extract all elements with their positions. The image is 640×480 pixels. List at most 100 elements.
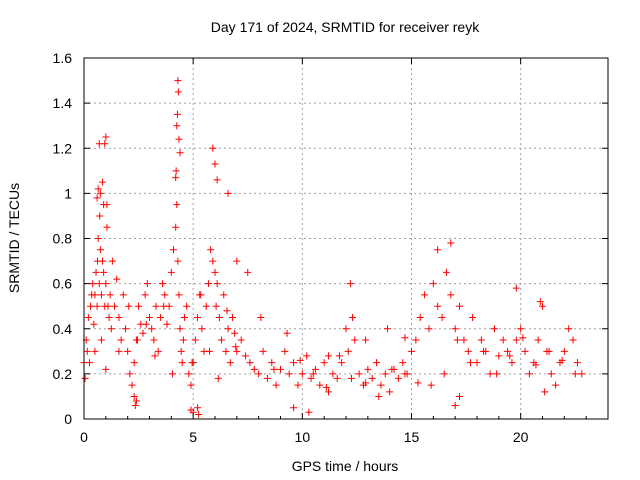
data-point [298, 370, 306, 378]
data-point [92, 268, 100, 276]
y-tick-label: 0.2 [53, 366, 73, 382]
data-point [130, 392, 138, 400]
y-axis-label: SRMTID / TECUs [6, 183, 22, 293]
data-point [117, 336, 125, 344]
data-point [233, 347, 241, 355]
data-point [257, 313, 265, 321]
data-point [100, 268, 108, 276]
data-point [504, 347, 512, 355]
data-point [349, 313, 357, 321]
data-point [209, 257, 217, 265]
data-point [187, 381, 195, 389]
data-point [91, 347, 99, 355]
data-point [401, 334, 409, 342]
data-point [146, 313, 153, 321]
data-point [560, 347, 568, 355]
data-point [477, 336, 485, 344]
data-point [90, 320, 98, 328]
data-point [113, 275, 121, 283]
data-points [80, 77, 586, 418]
x-tick-label: 0 [80, 429, 88, 445]
data-point [84, 313, 92, 321]
data-point [473, 359, 481, 367]
data-point [85, 359, 93, 367]
data-point [103, 201, 111, 209]
data-point [174, 88, 182, 96]
data-point [259, 347, 267, 355]
data-point [159, 280, 167, 288]
data-point [195, 410, 203, 418]
data-point [206, 347, 214, 355]
data-point [197, 291, 205, 299]
data-point [237, 336, 245, 344]
data-point [244, 268, 252, 276]
data-point [226, 359, 234, 367]
data-point [102, 365, 110, 373]
data-point [133, 336, 141, 344]
data-point [290, 359, 298, 367]
x-axis-label: GPS time / hours [292, 458, 399, 474]
data-point [552, 381, 560, 389]
axis-ticks [83, 57, 608, 420]
data-point [207, 246, 215, 254]
x-tick-label: 15 [404, 429, 420, 445]
data-point [309, 370, 317, 378]
data-point [414, 379, 422, 387]
data-point [355, 370, 363, 378]
data-point [148, 325, 156, 333]
data-point [156, 313, 164, 321]
data-point [215, 313, 223, 321]
data-point [99, 178, 107, 186]
data-point [569, 336, 577, 344]
data-point [517, 325, 525, 333]
data-point [191, 336, 199, 344]
data-point [96, 212, 104, 220]
x-tick-label: 10 [295, 429, 311, 445]
data-point [272, 381, 280, 389]
data-point [495, 352, 503, 360]
data-point [388, 365, 396, 373]
data-point [399, 359, 407, 367]
data-point [139, 329, 147, 337]
data-point [440, 370, 448, 378]
data-point [408, 347, 415, 355]
data-point [344, 347, 352, 355]
y-tick-label: 1.2 [53, 140, 73, 156]
data-point [394, 374, 402, 382]
data-point [532, 361, 540, 369]
data-point [130, 359, 138, 367]
data-point [174, 77, 182, 85]
data-point [486, 370, 494, 378]
data-point [255, 370, 263, 378]
data-point [150, 336, 158, 344]
data-point [231, 329, 239, 337]
data-point [434, 246, 442, 254]
data-point [96, 246, 104, 254]
data-point [447, 239, 455, 247]
data-point [565, 325, 573, 333]
data-point [96, 189, 104, 197]
x-tick-label: 5 [189, 429, 197, 445]
data-point [135, 302, 143, 310]
data-point [172, 223, 180, 231]
data-point [283, 329, 291, 337]
data-point [211, 160, 219, 168]
data-point [104, 302, 112, 310]
y-tick-label: 1.4 [53, 95, 73, 111]
data-point [154, 347, 162, 355]
data-point [442, 268, 450, 276]
data-point [512, 284, 520, 292]
data-point [347, 374, 355, 382]
data-point [335, 352, 343, 360]
data-point [466, 359, 474, 367]
data-point [342, 325, 350, 333]
data-point [456, 302, 464, 310]
data-point [142, 320, 150, 328]
data-point [213, 176, 221, 184]
data-point [224, 189, 232, 197]
data-point [346, 280, 354, 288]
data-point [172, 174, 180, 182]
data-point [453, 336, 461, 344]
data-point [381, 370, 389, 378]
data-point [93, 194, 101, 202]
